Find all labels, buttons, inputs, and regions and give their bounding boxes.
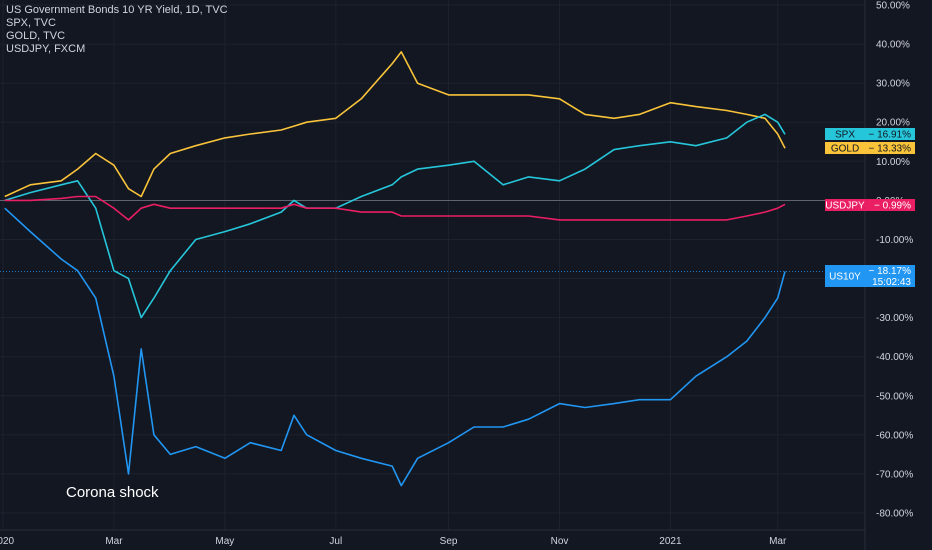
legend: US Government Bonds 10 YR Yield, 1D, TVC…	[6, 4, 228, 56]
x-tick-label: 2020	[0, 536, 15, 547]
badge-name: US10Y	[829, 272, 861, 283]
legend-gold[interactable]: GOLD, TVC	[6, 30, 66, 42]
y-tick-label: 20.00%	[876, 118, 910, 129]
price-badge-usdjpy: USDJPY − 0.99%	[825, 199, 915, 212]
badge-value: − 16.91%	[868, 130, 911, 141]
y-tick-label: -10.00%	[876, 235, 913, 246]
badge-name-box	[825, 199, 865, 211]
badge-name-box	[825, 128, 865, 140]
y-tick-label: -60.00%	[876, 430, 913, 441]
x-tick-label: Jul	[329, 536, 342, 547]
y-tick-label: 10.00%	[876, 157, 910, 168]
series-line-usdjpy	[4, 195, 786, 221]
x-tick-label: Nov	[551, 536, 569, 547]
price-badge-us10y: US10Y − 18.17%15:02:43	[825, 265, 915, 288]
price-badge-spx: SPX − 16.91%	[825, 128, 915, 141]
series-line-gold	[4, 51, 786, 198]
legend-spx[interactable]: SPX, TVC	[6, 17, 56, 29]
price-badge-gold: GOLD − 13.33%	[825, 142, 915, 155]
corona-shock-annotation: Corona shock	[66, 484, 159, 501]
series-group	[4, 51, 786, 487]
series-line-us10y	[4, 207, 786, 487]
badge-name: GOLD	[831, 144, 859, 155]
legend-us10y[interactable]: US Government Bonds 10 YR Yield, 1D, TVC	[6, 4, 228, 16]
badge-name-box	[825, 142, 865, 154]
y-tick-label: -50.00%	[876, 391, 913, 402]
x-tick-label: 2021	[659, 536, 682, 547]
badge-value-box	[865, 142, 915, 154]
badge-name: USDJPY	[825, 201, 865, 212]
x-axis: 2020 Mar May Jul Sep Nov 2021 Mar	[0, 536, 787, 547]
badge-value: − 18.17%	[868, 266, 911, 277]
y-axis: 50.00%40.00%30.00%20.00%10.00%0.00%-10.0…	[876, 1, 913, 520]
y-tick-label: -80.00%	[876, 509, 913, 520]
badge-value: − 0.99%	[874, 201, 911, 212]
series-line-spx	[4, 113, 786, 319]
x-tick-label: Mar	[769, 536, 787, 547]
y-tick-label: -40.00%	[876, 352, 913, 363]
y-tick-label: 50.00%	[876, 1, 910, 12]
badge-countdown: 15:02:43	[872, 277, 911, 288]
x-tick-label: May	[215, 536, 234, 547]
x-tick-label: Sep	[440, 536, 458, 547]
y-tick-label: -30.00%	[876, 313, 913, 324]
price-badges: SPX − 16.91% GOLD − 13.33% USDJPY − 0.99% US10…	[825, 128, 915, 288]
y-tick-label: 40.00%	[876, 40, 910, 51]
legend-usdjpy[interactable]: USDJPY, FXCM	[6, 43, 86, 55]
x-tick-label: Mar	[105, 536, 123, 547]
badge-value-box	[865, 265, 915, 287]
badge-name-box	[825, 265, 865, 287]
badge-value: − 13.33%	[868, 144, 911, 155]
y-tick-label: 30.00%	[876, 79, 910, 90]
y-tick-label: -70.00%	[876, 469, 913, 480]
badge-name: SPX	[835, 130, 855, 141]
badge-value-box	[865, 128, 915, 140]
badge-value-box	[865, 199, 915, 211]
